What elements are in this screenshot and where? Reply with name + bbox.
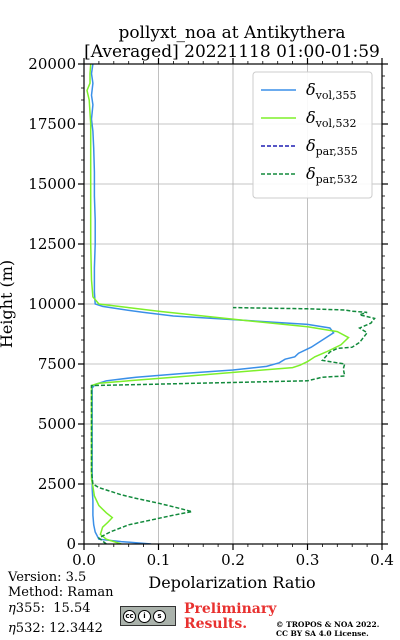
x-tick-label: 0.2 xyxy=(221,551,245,569)
x-tick-label: 0.0 xyxy=(72,551,96,569)
chart-title-line2: [Averaged] 20221118 01:00-01:59 xyxy=(84,42,380,62)
y-axis-label: Height (m) xyxy=(0,260,16,348)
series-line-1 xyxy=(86,64,350,544)
eta355-text: η355: 15.54 xyxy=(8,601,91,616)
copyright-notice: © TROPOS & NOA 2022. CC BY SA 4.0 Licens… xyxy=(276,620,380,638)
y-tick-label: 15000 xyxy=(28,175,76,193)
axis-ticks: 0.0 0.1 0.2 0.3 0.4 0 2500 5000 7500 10000 12500 15… xyxy=(28,55,394,569)
legend-label-2: δpar,355 xyxy=(306,136,358,158)
y-tick-label: 12500 xyxy=(28,235,76,253)
x-tick-label: 0.4 xyxy=(370,551,394,569)
y-tick-label: 2500 xyxy=(38,475,76,493)
chart-title-line1: pollyxt_noa at Antikythera xyxy=(118,23,345,43)
series-line-3 xyxy=(90,306,376,544)
y-tick-label: 10000 xyxy=(28,295,76,313)
preliminary-notice: Preliminary Results. xyxy=(184,601,277,632)
y-tick-label: 17500 xyxy=(28,115,76,133)
series-lines xyxy=(86,64,376,544)
legend-label-1: δvol,532 xyxy=(306,108,357,130)
x-tick-label: 0.3 xyxy=(296,551,320,569)
legend: δvol,355 δvol,532 δpar,355 δpar,532 xyxy=(252,71,373,199)
y-tick-label: 5000 xyxy=(38,415,76,433)
y-tick-label: 0 xyxy=(66,535,76,553)
version-text: Version: 3.5 xyxy=(8,570,87,585)
legend-label-0: δvol,355 xyxy=(306,80,357,102)
x-axis-label: Depolarization Ratio xyxy=(148,573,315,592)
y-tick-label: 20000 xyxy=(28,55,76,73)
method-text: Method: Raman xyxy=(8,585,114,600)
y-tick-label: 7500 xyxy=(38,355,76,373)
x-tick-label: 0.1 xyxy=(147,551,171,569)
cc-license-icon: cc i s xyxy=(120,606,176,626)
legend-box xyxy=(252,71,373,199)
legend-label-3: δpar,532 xyxy=(306,164,358,186)
eta532-text: η532: 12.3442 xyxy=(8,621,103,636)
